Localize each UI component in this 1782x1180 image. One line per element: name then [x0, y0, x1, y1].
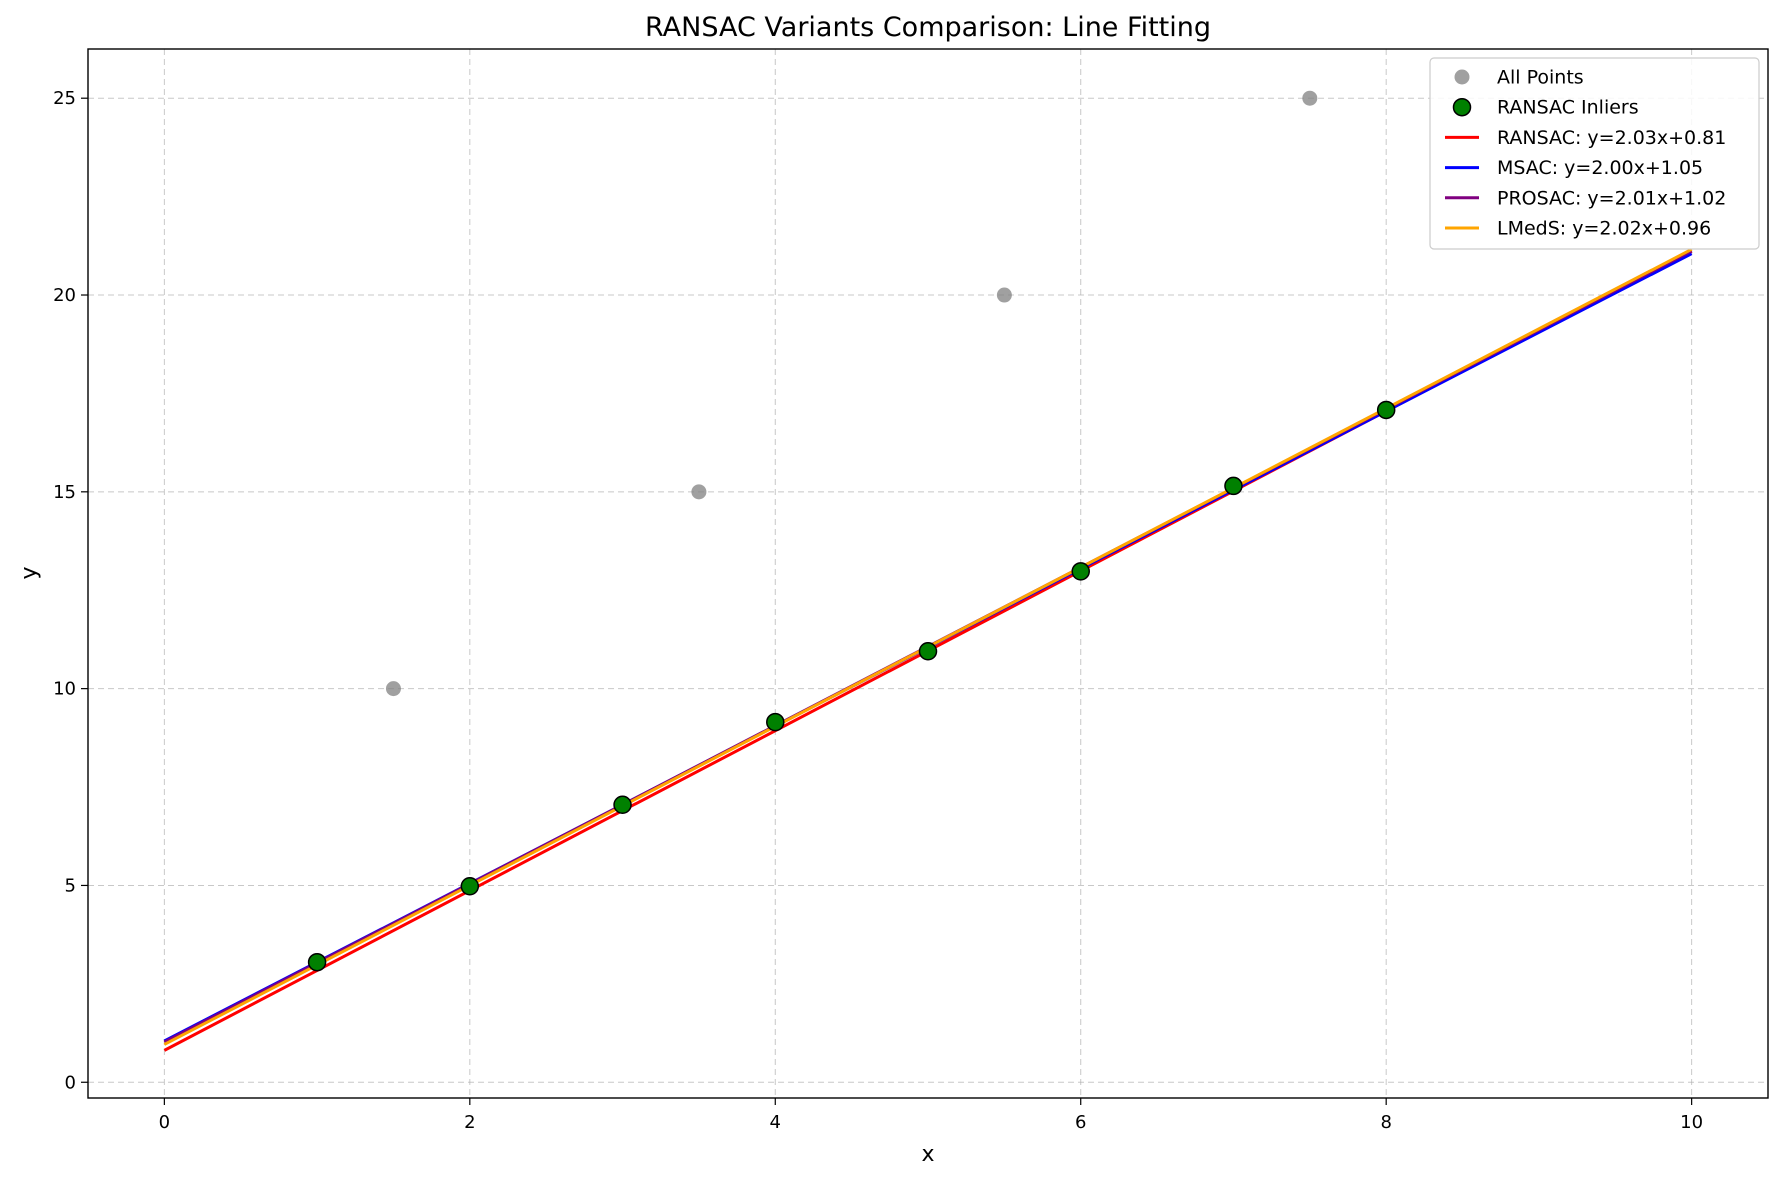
inlier-marker: [766, 712, 785, 732]
axis-ticks: 0 2 4 6 8 10 0 5 10 15 20 25: [53, 88, 1703, 1133]
x-tick-label: 4: [770, 1112, 781, 1133]
all-points-marker: [385, 681, 401, 697]
inlier-points: [307, 400, 1396, 972]
legend-marker: [1452, 97, 1472, 117]
y-tick-label: 5: [65, 875, 76, 896]
legend-label: LMedS: y=2.02x+0.96: [1497, 218, 1711, 240]
inlier-marker: [307, 952, 327, 972]
chart-title: RANSAC Variants Comparison: Line Fitting: [645, 12, 1211, 43]
legend-box: [1429, 57, 1760, 250]
x-tick-label: 8: [1380, 1112, 1391, 1133]
y-tick-label: 20: [53, 285, 76, 306]
y-tick-label: 25: [53, 88, 76, 109]
y-tick-label: 15: [53, 482, 76, 503]
legend: All Points RANSAC Inliers RANSAC: y=2.03x+…: [1429, 57, 1760, 250]
legend-label: RANSAC: y=2.03x+0.81: [1497, 127, 1726, 149]
legend-label: All Points: [1497, 67, 1584, 89]
legend-label: RANSAC Inliers: [1497, 97, 1639, 119]
x-tick-label: 6: [1075, 1112, 1086, 1133]
y-tick-label: 0: [65, 1072, 76, 1093]
inlier-marker: [1376, 400, 1396, 420]
grid-lines: [88, 49, 1768, 1098]
inlier-marker: [918, 641, 938, 661]
inlier-marker: [613, 795, 632, 815]
x-tick-label: 10: [1680, 1112, 1703, 1133]
inlier-marker: [1224, 476, 1243, 496]
x-tick-label: 0: [159, 1112, 170, 1133]
legend-label: PROSAC: y=2.01x+1.02: [1497, 187, 1726, 209]
plot-frame: [87, 48, 1769, 1099]
x-tick-label: 2: [464, 1112, 475, 1133]
inlier-marker: [1071, 562, 1090, 581]
legend-label: MSAC: y=2.00x+1.05: [1497, 157, 1703, 179]
x-axis-title: x: [921, 1142, 934, 1167]
legend-marker: [1454, 69, 1470, 85]
all-points-marker: [1302, 90, 1318, 106]
all-points-marker: [996, 287, 1012, 303]
all-points-marker: [691, 484, 707, 500]
inlier-marker: [460, 876, 480, 896]
y-tick-label: 10: [53, 679, 76, 700]
y-axis-title: y: [17, 566, 42, 579]
